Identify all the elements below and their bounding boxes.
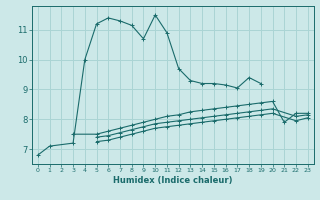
- X-axis label: Humidex (Indice chaleur): Humidex (Indice chaleur): [113, 176, 233, 185]
